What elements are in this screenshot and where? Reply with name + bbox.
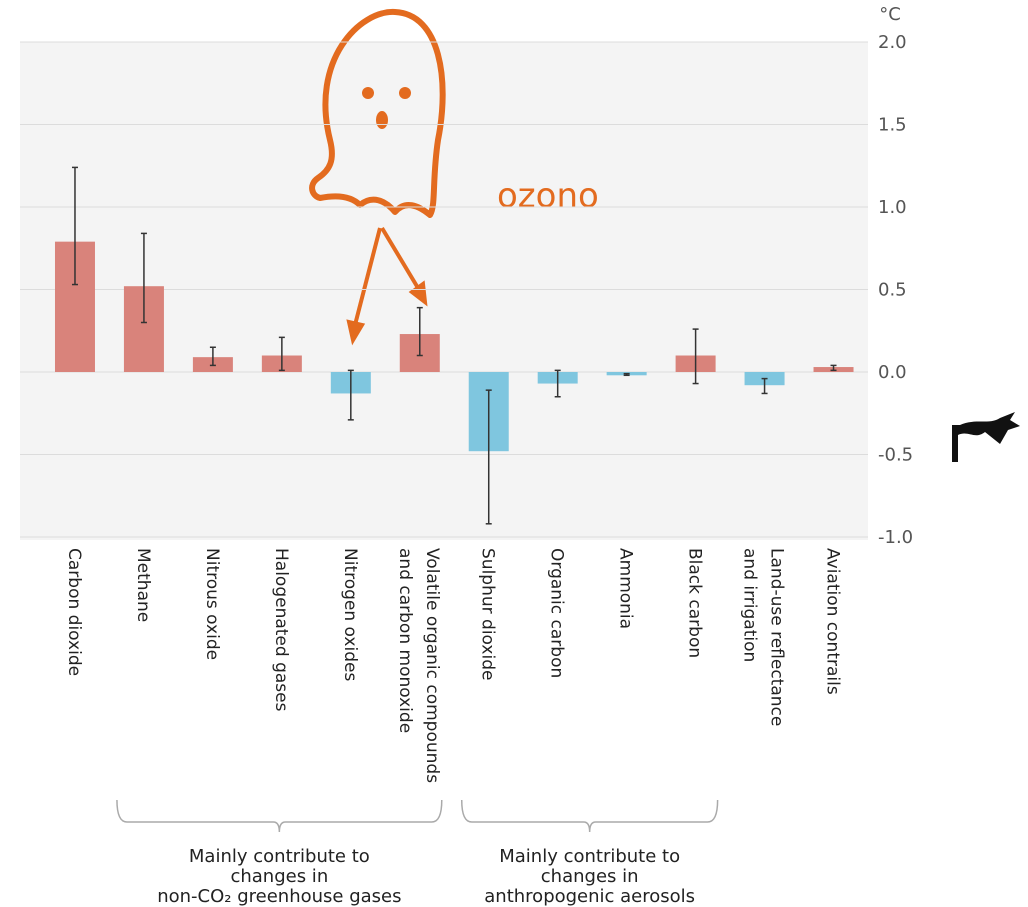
x-tick-label: Methane — [133, 548, 153, 622]
ghost-eye — [399, 87, 411, 99]
group-label: Mainly contribute to — [499, 846, 680, 867]
y-tick-label: 0.5 — [878, 280, 907, 301]
x-tick-label-line: Nitrous oxide — [202, 548, 222, 660]
group-label: anthropogenic aerosols — [484, 886, 695, 907]
x-tick-label-line: Methane — [133, 548, 153, 622]
unit-label: °C — [879, 4, 901, 25]
mask-icon — [952, 412, 1020, 462]
x-tick-label-line: Nitrogen oxides — [340, 548, 360, 681]
x-tick-label: Carbon dioxide — [64, 548, 84, 676]
y-tick-label: 0.0 — [878, 362, 907, 383]
ghost-mouth — [376, 111, 388, 129]
group-bracket — [462, 800, 718, 832]
group-label: non-CO₂ greenhouse gases — [157, 886, 401, 907]
x-tick-label: Aviation contrails — [823, 548, 843, 695]
x-tick-label: Halogenated gases — [271, 548, 291, 712]
x-tick-label-line: and irrigation — [740, 548, 760, 662]
x-tick-label: Nitrous oxide — [202, 548, 222, 660]
group-label: changes in — [230, 866, 328, 887]
x-tick-label: Black carbon — [685, 548, 705, 658]
x-tick-label-line: Halogenated gases — [271, 548, 291, 712]
group-bracket — [117, 800, 442, 832]
y-tick-label: 1.0 — [878, 197, 907, 218]
y-tick-label: -0.5 — [878, 445, 913, 466]
x-tick-label-line: Ammonia — [616, 548, 636, 629]
x-tick-label-line: Aviation contrails — [823, 548, 843, 695]
chart: °C ozono -1.0 -0.5 0.0 0.5 1.0 1.5 2.0 Carbon d… — [0, 0, 1028, 907]
x-tick-label-line: and carbon monoxide — [395, 548, 415, 733]
y-tick-label: 2.0 — [878, 32, 907, 53]
annotation: ozono — [497, 176, 599, 216]
x-tick-label-line: Volatile organic compounds — [422, 548, 442, 783]
x-tick-label-line: Black carbon — [685, 548, 705, 658]
x-tick-label-line: Organic carbon — [547, 548, 567, 678]
ghost-eye — [362, 87, 374, 99]
x-tick-label-line: Sulphur dioxide — [478, 548, 498, 680]
x-tick-label: Ammonia — [616, 548, 636, 629]
page: {"chart_data": { "type": "bar", "unit": … — [0, 0, 1028, 907]
y-tick-label: -1.0 — [878, 527, 913, 548]
group-label: changes in — [541, 866, 639, 887]
y-tick-label: 1.5 — [878, 115, 907, 136]
x-tick-label: Volatile organic compounds and carbon mon… — [395, 548, 442, 783]
x-tick-label: Land-use reflectance and irrigation — [740, 548, 787, 726]
x-tick-label: Nitrogen oxides — [340, 548, 360, 681]
x-tick-label-line: Carbon dioxide — [64, 548, 84, 676]
x-tick-label: Sulphur dioxide — [478, 548, 498, 680]
group-label: Mainly contribute to — [189, 846, 370, 867]
x-tick-label-line: Land-use reflectance — [767, 548, 787, 726]
x-tick-label: Organic carbon — [547, 548, 567, 678]
